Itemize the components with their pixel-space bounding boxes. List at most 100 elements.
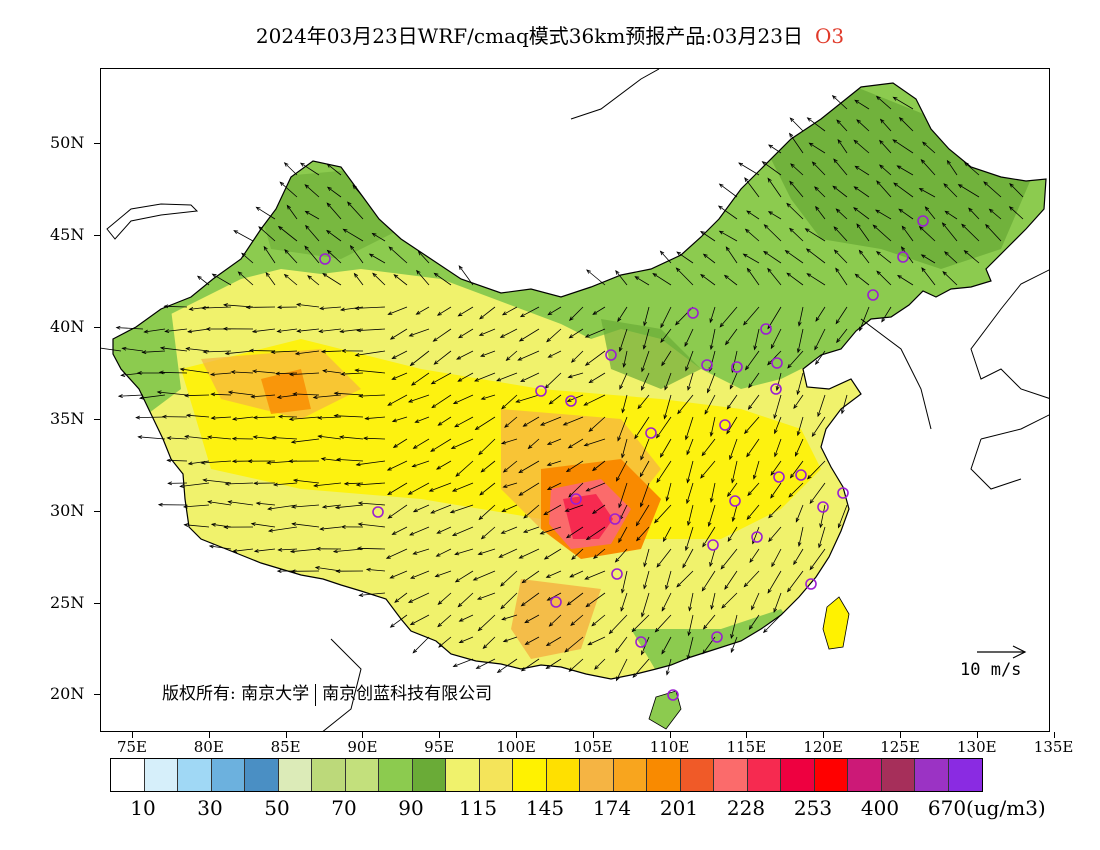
wind-arrow	[480, 350, 496, 357]
wind-arrow-head	[307, 275, 312, 280]
map-title: 2024年03月23日WRF/cmaq模式36km预报产品:03月23日 O3	[0, 20, 1100, 49]
wind-arrow-head	[407, 398, 413, 403]
wind-arrow-head	[687, 521, 691, 527]
wind-arrow	[502, 306, 518, 316]
wind-arrow-head	[700, 473, 705, 479]
wind-arrow	[616, 658, 628, 681]
wind-arrow-head	[409, 361, 415, 367]
wind-arrow-head	[200, 460, 206, 465]
wind-arrow	[393, 438, 408, 448]
wind-arrow-head	[202, 478, 208, 483]
wind-arrow-head	[391, 376, 397, 380]
wind-arrow	[666, 658, 672, 675]
wind-arrow-head	[326, 249, 332, 255]
wind-arrow	[363, 437, 386, 440]
wind-arrow-head	[272, 482, 278, 487]
wind-arrow-head	[592, 554, 598, 559]
wind-arrow	[390, 614, 408, 628]
wind-arrow	[481, 394, 496, 400]
wind-arrow-head	[320, 349, 326, 354]
wind-arrow	[453, 658, 474, 667]
wind-arrow-head	[335, 569, 341, 574]
wind-arrow	[521, 658, 540, 672]
wind-arrow	[729, 372, 738, 389]
wind-arrow	[710, 328, 716, 350]
wind-arrow-head	[410, 575, 416, 579]
wind-arrow-head	[920, 254, 926, 259]
wind-arrow	[798, 526, 804, 547]
wind-arrow-head	[318, 329, 324, 334]
wind-arrow-head	[641, 385, 645, 391]
wind-arrow	[416, 270, 430, 286]
lat-label: 25N	[50, 593, 85, 612]
wind-arrow	[502, 504, 518, 512]
wind-arrow-head	[853, 139, 859, 145]
lon-tick	[746, 732, 748, 738]
station-marker	[837, 487, 849, 499]
wind-arrow-head	[454, 578, 460, 583]
wind-arrow	[751, 592, 760, 610]
wind-arrow-head	[211, 273, 217, 278]
wind-arrow-head	[358, 593, 364, 597]
wind-arrow	[806, 273, 826, 286]
wind-arrow	[661, 592, 672, 611]
wind-arrow-head	[730, 633, 735, 639]
wind-arrow-head	[983, 181, 988, 186]
wind-arrow	[292, 523, 320, 528]
wind-arrow-head	[290, 439, 296, 444]
wind-arrow-head	[231, 459, 237, 464]
station-marker	[719, 419, 731, 431]
wind-arrow-head	[988, 208, 994, 213]
wind-arrow-head	[835, 319, 840, 325]
wind-arrow	[876, 251, 892, 264]
wind-arrow	[688, 614, 694, 636]
wind-arrow-head	[498, 554, 504, 558]
wind-arrow-head	[941, 222, 947, 227]
wind-arrow-head	[618, 538, 623, 544]
wind-arrow-head	[209, 372, 215, 377]
wind-arrow	[768, 144, 782, 154]
wind-arrow-head	[641, 650, 645, 656]
station-marker	[550, 596, 562, 608]
wind-arrow	[340, 306, 364, 311]
wind-arrow	[747, 268, 760, 286]
taiwan-island	[822, 596, 850, 650]
wind-arrow	[790, 163, 804, 176]
wind-arrow-head	[789, 227, 794, 233]
wind-arrow-head	[432, 337, 438, 342]
lat-label: 20N	[50, 684, 85, 703]
wind-arrow-head	[334, 505, 340, 510]
wind-arrow	[838, 504, 848, 528]
wind-arrow	[392, 350, 408, 359]
wind-arrow-head	[277, 547, 283, 552]
wind-arrow-head	[879, 164, 884, 169]
wind-arrow	[921, 159, 936, 176]
wind-arrow-head	[279, 181, 285, 186]
wind-arrow	[411, 372, 430, 386]
legend-swatch	[546, 759, 580, 791]
legend-label: 10	[130, 796, 156, 820]
station-marker	[773, 471, 785, 483]
wind-arrow	[789, 133, 804, 154]
wind-arrow	[686, 482, 694, 504]
wind-arrow	[437, 306, 452, 316]
legend-swatch	[580, 759, 614, 791]
legend-label: 174	[592, 796, 632, 820]
wind-arrow	[523, 504, 540, 519]
wind-arrow-head	[564, 508, 570, 512]
wind-arrow-head	[900, 246, 906, 251]
wind-arrow-head	[179, 367, 185, 372]
wind-arrow-head	[450, 445, 456, 449]
wind-arrow	[355, 306, 386, 309]
wind-arrow-head	[520, 378, 526, 382]
wind-arrow-head	[729, 455, 733, 461]
wind-arrow-head	[632, 673, 637, 678]
wind-arrow	[880, 119, 892, 132]
wind-arrow-head	[806, 474, 812, 480]
wind-arrow-head	[539, 422, 545, 426]
wind-arrow	[569, 306, 584, 321]
map-frame[interactable]	[100, 68, 1050, 732]
wind-arrow	[300, 162, 320, 176]
wind-arrow-head	[288, 459, 294, 464]
wind-arrow	[643, 306, 650, 326]
